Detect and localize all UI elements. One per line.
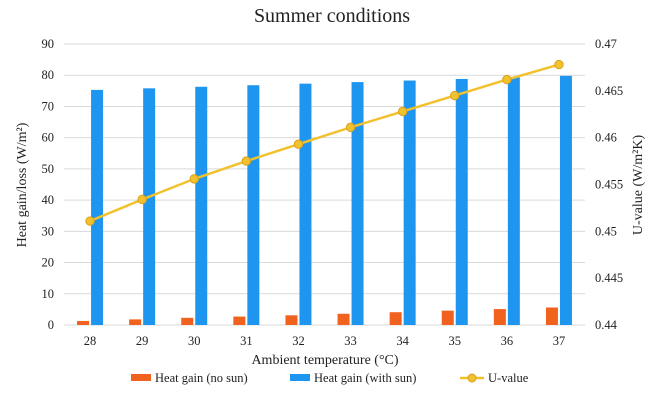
legend-label-u-value: U-value <box>488 371 529 385</box>
bar-no-sun <box>233 316 246 325</box>
y-tick-label: 10 <box>42 287 55 301</box>
x-tick-label: 30 <box>188 334 201 348</box>
y-tick-label: 80 <box>42 68 55 82</box>
x-tick-label: 28 <box>84 334 97 348</box>
bar-with-sun <box>559 75 572 325</box>
y-tick-label: 40 <box>42 193 55 207</box>
bar-no-sun <box>545 307 558 325</box>
y2-tick-label: 0.465 <box>595 84 623 98</box>
bar-no-sun <box>181 317 194 325</box>
bar-with-sun <box>455 78 468 325</box>
x-tick-label: 36 <box>501 334 514 348</box>
y2-axis-label: U-value (W/m²K) <box>631 135 646 236</box>
legend-swatch-no-sun <box>131 374 151 381</box>
u-value-point <box>502 74 512 85</box>
legend-label-no-sun: Heat gain (no sun) <box>155 371 248 385</box>
y2-tick-label: 0.46 <box>595 131 617 145</box>
bar-no-sun <box>77 320 90 325</box>
bar-with-sun <box>195 86 208 325</box>
chart-title: Summer conditions <box>254 5 410 27</box>
x-tick-label: 35 <box>449 334 462 348</box>
x-tick-label: 34 <box>396 334 409 348</box>
x-tick-label: 29 <box>136 334 149 348</box>
u-value-point <box>345 122 356 133</box>
x-axis-label: Ambient temperature (°C) <box>251 353 398 368</box>
bar-with-sun <box>91 89 104 325</box>
tick-labels: 0 10 20 30 40 50 60 70 80 90 0.44 0.445 0.45 0.455 0.4… <box>42 37 624 348</box>
y2-tick-label: 0.445 <box>595 271 623 285</box>
legend-marker-u-value <box>467 373 477 383</box>
y-tick-label: 70 <box>42 99 55 113</box>
x-tick-label: 33 <box>344 334 357 348</box>
y2-tick-label: 0.47 <box>595 37 617 51</box>
x-tick-label: 32 <box>292 334 305 348</box>
y2-tick-label: 0.44 <box>595 318 618 332</box>
y-tick-label: 90 <box>42 37 55 51</box>
y2-tick-label: 0.45 <box>595 224 617 238</box>
legend: Heat gain (no sun) Heat gain (with sun) … <box>131 371 529 385</box>
y-tick-label: 20 <box>42 256 55 270</box>
y-tick-label: 0 <box>48 318 54 332</box>
u-value-point <box>241 156 252 166</box>
bar-with-sun <box>143 88 156 325</box>
u-value-line-path <box>89 63 560 223</box>
u-value-line <box>85 59 564 226</box>
y-axis-label: Heat gain/loss (W/m²) <box>15 122 30 247</box>
bar-no-sun <box>337 313 350 325</box>
y2-tick-label: 0.455 <box>595 178 623 192</box>
y-tick-label: 50 <box>42 162 55 176</box>
bar-with-sun <box>247 85 260 325</box>
bar-no-sun <box>129 319 142 325</box>
bar-with-sun <box>299 83 312 325</box>
u-value-point <box>554 59 564 70</box>
bar-with-sun <box>507 77 520 325</box>
y-tick-label: 30 <box>42 224 55 238</box>
bar-no-sun <box>441 310 454 325</box>
x-tick-label: 31 <box>240 334 253 348</box>
bar-no-sun <box>389 312 402 325</box>
u-value-point <box>293 139 304 149</box>
y-tick-label: 60 <box>42 131 55 145</box>
gridlines <box>64 43 585 326</box>
bar-no-sun <box>493 309 506 325</box>
x-tick-label: 37 <box>553 334 566 348</box>
legend-label-with-sun: Heat gain (with sun) <box>314 371 416 385</box>
u-value-point <box>397 106 408 117</box>
bars <box>77 75 572 325</box>
u-value-point <box>85 216 95 226</box>
u-value-point <box>137 194 147 205</box>
bar-with-sun <box>403 80 416 325</box>
bar-with-sun <box>351 82 364 325</box>
legend-swatch-with-sun <box>290 374 310 381</box>
u-value-point <box>189 174 199 184</box>
bar-no-sun <box>285 315 298 325</box>
u-value-point <box>450 90 460 101</box>
